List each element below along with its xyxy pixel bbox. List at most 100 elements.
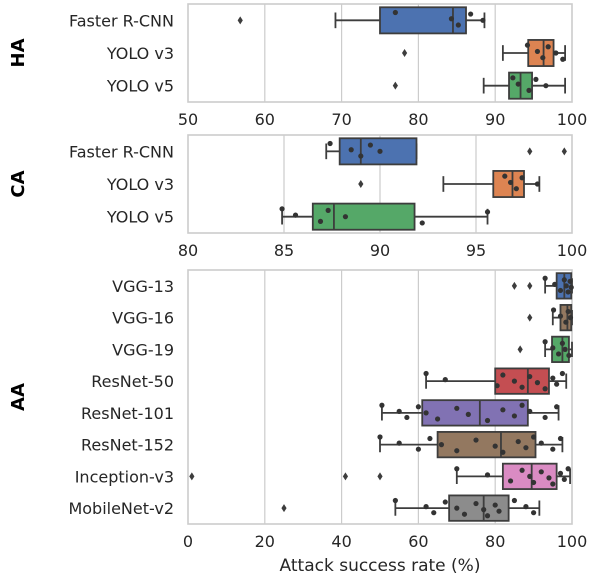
x-tick-ha-60: 60 — [255, 110, 275, 129]
data-point-vgg-13-1 — [552, 281, 558, 287]
box-inception-v3 — [189, 462, 571, 490]
data-point-yolo-v5-0 — [279, 206, 285, 212]
box-resnet-101 — [379, 399, 560, 427]
data-point-yolo-v3-5 — [560, 56, 566, 62]
data-point-resnet-101-14 — [554, 404, 560, 410]
outlier-faster-r-cnn-0 — [237, 16, 243, 25]
data-point-resnet-50-1 — [442, 377, 448, 383]
data-point-yolo-v5-4 — [342, 214, 349, 220]
data-point-vgg-13-0 — [542, 275, 548, 281]
data-point-vgg-13-4 — [563, 283, 569, 289]
outlier-faster-r-cnn-1 — [561, 147, 567, 156]
panel-ha-x-ticks: 50 60 70 80 90 100 — [178, 110, 587, 129]
panel-ca-label: CA — [8, 170, 29, 197]
data-point-yolo-v3-2 — [540, 55, 546, 61]
data-point-vgg-13-6 — [567, 278, 573, 284]
data-point-resnet-101-10 — [511, 413, 517, 419]
category-label-yolo-v5: YOLO v5 — [106, 77, 174, 96]
box-faster-r-cnn — [237, 6, 486, 35]
data-point-resnet-152-1 — [396, 440, 402, 446]
outlier-vgg-19-0 — [517, 345, 523, 354]
box-body-resnet-152 — [436, 431, 537, 459]
data-point-resnet-152-8 — [500, 449, 506, 455]
data-point-mobilenet-v2-11 — [511, 497, 517, 504]
panel-aa-frame — [187, 269, 573, 525]
category-label-faster-r-cnn: Faster R-CNN — [69, 11, 174, 30]
data-point-mobilenet-v2-12 — [523, 504, 529, 510]
box-body-yolo-v3 — [527, 39, 555, 67]
data-point-vgg-16-1 — [557, 313, 564, 319]
outlier-yolo-v3-0 — [401, 49, 408, 57]
data-point-yolo-v5-2 — [317, 218, 324, 224]
data-point-resnet-101-11 — [519, 402, 525, 408]
x-tick-ha-80: 80 — [408, 110, 428, 129]
data-point-yolo-v5-6 — [484, 209, 491, 215]
box-faster-r-cnn — [325, 137, 567, 166]
category-label-faster-r-cnn: Faster R-CNN — [69, 142, 174, 161]
data-point-vgg-16-2 — [563, 319, 569, 325]
data-point-resnet-152-12 — [538, 440, 544, 446]
category-label-vgg-19: VGG-19 — [112, 340, 174, 359]
x-tick-aa-100: 100 — [557, 532, 588, 551]
x-tick-ca-100: 100 — [557, 241, 588, 260]
data-point-inception-v3-6 — [538, 469, 544, 475]
x-tick-ha-90: 90 — [485, 110, 505, 129]
data-point-faster-r-cnn-3 — [468, 11, 474, 17]
data-point-faster-r-cnn-2 — [358, 153, 364, 159]
data-point-resnet-101-7 — [465, 411, 471, 417]
category-label-yolo-v5: YOLO v5 — [106, 208, 174, 227]
x-tick-ha-100: 100 — [557, 110, 588, 129]
data-point-inception-v3-0 — [454, 466, 460, 472]
data-point-yolo-v3-4 — [534, 181, 541, 187]
data-point-yolo-v5-5 — [419, 220, 425, 226]
category-label-yolo-v3: YOLO v3 — [106, 175, 174, 194]
data-point-faster-r-cnn-1 — [448, 16, 455, 22]
data-point-inception-v3-3 — [519, 467, 525, 473]
category-label-vgg-13: VGG-13 — [112, 277, 174, 296]
data-point-inception-v3-9 — [557, 470, 564, 476]
data-point-vgg-13-5 — [565, 289, 571, 295]
box-resnet-50 — [423, 367, 568, 395]
data-point-faster-r-cnn-4 — [377, 148, 383, 154]
outlier-mobilenet-v2-0 — [281, 504, 287, 513]
data-point-resnet-101-1 — [396, 408, 402, 414]
data-point-faster-r-cnn-2 — [455, 22, 461, 28]
data-point-mobilenet-v2-1 — [423, 504, 429, 510]
panel-aa-x-ticks: 0 20 40 60 80 100 — [183, 532, 587, 551]
category-label-inception-v3: Inception-v3 — [75, 467, 174, 486]
outlier-vgg-13-1 — [527, 281, 533, 290]
box-yolo-v3 — [358, 170, 541, 198]
data-point-mobilenet-v2-2 — [431, 510, 437, 516]
box-body-yolo-v5 — [311, 202, 416, 231]
data-point-resnet-50-3 — [500, 372, 506, 378]
data-point-vgg-13-2 — [557, 287, 564, 294]
box-vgg-16 — [527, 304, 574, 332]
data-point-inception-v3-7 — [546, 475, 552, 481]
data-point-vgg-19-3 — [559, 340, 566, 346]
data-point-yolo-v5-3 — [533, 76, 539, 82]
data-point-vgg-19-5 — [566, 352, 572, 359]
outlier-yolo-v5-0 — [392, 81, 398, 90]
box-vgg-13 — [511, 272, 574, 300]
x-tick-ha-70: 70 — [331, 110, 351, 129]
data-point-mobilenet-v2-13 — [531, 510, 537, 516]
data-point-mobilenet-v2-7 — [481, 507, 487, 513]
outlier-yolo-v3-0 — [358, 180, 364, 188]
data-point-inception-v3-1 — [484, 472, 491, 478]
data-point-inception-v3-11 — [565, 466, 571, 472]
category-label-resnet-101: ResNet-101 — [81, 404, 174, 423]
panel-ha-boxes — [237, 6, 566, 100]
panel-ha: 50 60 70 80 90 100 Faster R-CNN YOLO v3 YOLO v5… — [8, 3, 587, 129]
data-point-resnet-152-7 — [492, 443, 498, 449]
data-point-resnet-101-9 — [500, 407, 506, 413]
panel-aa-label: AA — [8, 383, 29, 411]
data-point-resnet-101-6 — [454, 405, 460, 411]
x-tick-aa-60: 60 — [408, 532, 428, 551]
panel-ca-boxes — [279, 137, 567, 231]
data-point-resnet-152-3 — [427, 435, 433, 442]
data-point-yolo-v3-0 — [524, 42, 531, 48]
data-point-resnet-50-10 — [554, 381, 560, 387]
data-point-resnet-50-0 — [423, 370, 429, 377]
data-point-mobilenet-v2-10 — [496, 508, 502, 514]
